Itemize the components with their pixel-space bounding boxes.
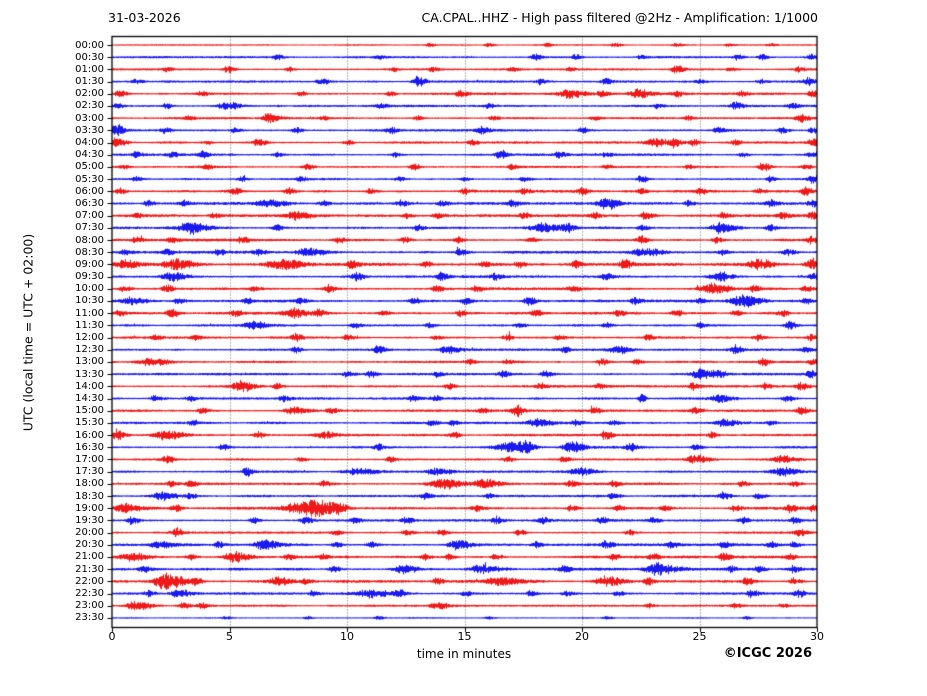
y-tick-label: 23:30: [75, 612, 104, 624]
y-tick-label: 19:00: [75, 502, 104, 514]
y-tick-label: 22:00: [75, 575, 104, 587]
y-tick-label: 12:30: [75, 344, 104, 356]
y-tick-label: 07:30: [75, 222, 104, 234]
y-tick-label: 03:00: [75, 112, 104, 124]
y-tick-label: 00:30: [75, 51, 104, 63]
y-tick-label: 16:30: [75, 441, 104, 453]
y-tick-label: 21:00: [75, 551, 104, 563]
y-tick-label: 10:30: [75, 295, 104, 307]
x-tick-label: 25: [692, 630, 707, 643]
y-tick-label: 17:00: [75, 453, 104, 465]
y-axis-label: UTC (local time = UTC + 02:00): [20, 233, 36, 432]
y-tick-label: 18:00: [75, 478, 104, 490]
copyright: ©ICGC 2026: [723, 646, 812, 661]
y-tick-label: 13:30: [75, 368, 104, 380]
x-tick-label: 20: [575, 630, 589, 643]
y-tick-label: 20:00: [75, 527, 104, 539]
y-tick-label: 15:30: [75, 417, 104, 429]
y-tick-label: 05:30: [75, 173, 104, 185]
y-tick-label: 00:00: [75, 39, 104, 51]
y-tick-label: 11:00: [75, 307, 104, 319]
y-tick-label: 04:00: [75, 137, 104, 149]
y-tick-label: 04:30: [75, 149, 104, 161]
x-tick-label: 10: [340, 630, 354, 643]
y-tick-label: 13:00: [75, 356, 104, 368]
y-tick-label: 10:00: [75, 283, 104, 295]
y-tick-label: 16:00: [75, 429, 104, 441]
y-tick-label: 14:30: [75, 393, 104, 404]
y-tick-label: 15:00: [75, 405, 104, 417]
y-tick-label: 17:30: [75, 466, 104, 478]
x-tick-label: 5: [226, 630, 233, 643]
y-tick-label: 14:00: [75, 380, 104, 392]
y-tick-label: 11:30: [75, 319, 104, 331]
y-tick-label: 09:00: [75, 258, 104, 270]
y-tick-label: 22:30: [75, 588, 104, 600]
y-tick-label: 07:00: [75, 210, 104, 222]
y-tick-label: 02:30: [75, 100, 104, 112]
date-title: 31-03-2026: [108, 10, 181, 25]
y-tick-label: 21:30: [75, 563, 104, 575]
y-tick-label: 09:30: [75, 271, 104, 283]
y-tick-label: 06:30: [75, 197, 104, 209]
y-tick-label: 06:00: [75, 185, 104, 197]
y-tick-label: 02:00: [75, 88, 104, 100]
x-axis-label: time in minutes: [416, 647, 512, 661]
y-tick-label: 05:00: [75, 161, 104, 173]
y-tick-label: 01:00: [75, 63, 104, 75]
y-tick-label: 23:00: [75, 600, 104, 612]
x-tick-label: 30: [810, 630, 824, 643]
plot-title: CA.CPAL..HHZ - High pass filtered @2Hz -…: [421, 10, 818, 25]
y-tick-label: 20:30: [75, 539, 104, 551]
y-tick-label: 18:30: [75, 490, 104, 502]
y-tick-label: 01:30: [75, 76, 104, 88]
y-tick-label: 03:30: [75, 124, 104, 136]
x-tick-label: 15: [457, 630, 472, 643]
y-tick-label: 12:00: [75, 332, 104, 344]
y-tick-label: 08:30: [75, 246, 104, 258]
y-tick-label: 08:00: [75, 234, 104, 246]
y-tick-label: 19:30: [75, 514, 104, 526]
x-tick-label: 0: [108, 630, 116, 643]
